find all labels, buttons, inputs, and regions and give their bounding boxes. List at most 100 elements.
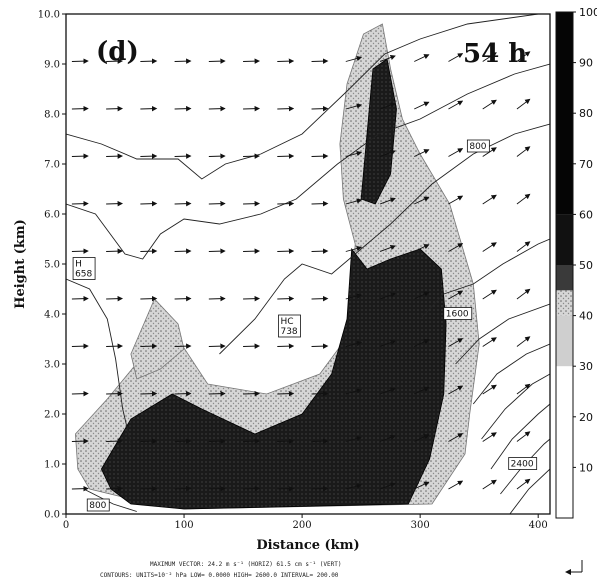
wind-vector-arrow <box>311 485 329 492</box>
wind-vector-arrow <box>71 105 89 112</box>
wind-vector-arrow <box>414 196 430 205</box>
contour-line <box>83 488 137 512</box>
wind-vector-arrow <box>174 390 192 397</box>
wind-vector-arrow <box>516 288 531 300</box>
colorbar-segment <box>556 366 573 518</box>
wind-vectors <box>71 51 531 492</box>
wind-vector-arrow <box>516 98 531 110</box>
contour-label-box <box>508 457 538 470</box>
wind-vector-arrow <box>345 103 363 110</box>
wind-vector-arrow <box>448 290 464 300</box>
contour-line <box>66 14 539 180</box>
wind-vector-arrow <box>311 153 329 159</box>
wind-vector-arrow <box>140 295 158 302</box>
wind-vector-arrow <box>106 343 123 349</box>
y-tick-label: 6.0 <box>44 210 60 221</box>
y-axis-label: Height (km) <box>13 219 28 309</box>
wind-vector-arrow <box>71 343 89 349</box>
wind-vector-arrow <box>516 383 531 395</box>
wind-vector-arrow <box>311 343 329 349</box>
wind-vector-arrow <box>414 434 430 442</box>
wind-vector-arrow <box>106 153 123 159</box>
colorbar-segment <box>556 315 573 367</box>
y-tick-label: 4.0 <box>44 310 60 321</box>
contour-label-box <box>466 139 490 153</box>
contour-label-box <box>86 498 110 512</box>
wind-vector-arrow <box>345 435 363 442</box>
y-tick-label: 7.0 <box>44 160 60 171</box>
wind-vector-arrow <box>208 58 226 64</box>
colorbar-tick-label: 50 <box>579 259 593 272</box>
colorbar-segment <box>556 265 573 291</box>
contour-label: HC <box>280 317 293 327</box>
wind-vector-arrow <box>516 146 531 157</box>
contour-line <box>66 63 550 260</box>
time-label: 54 h <box>463 39 527 69</box>
wind-vector-arrow <box>71 438 89 444</box>
wind-vector-arrow <box>311 105 329 112</box>
y-tick-label: 9.0 <box>44 60 60 71</box>
wind-vector-arrow <box>414 149 430 157</box>
wind-vector-arrow <box>106 200 123 207</box>
wind-vector-arrow <box>345 198 363 205</box>
wind-vector-arrow <box>71 58 89 64</box>
wind-vector-arrow <box>106 485 123 492</box>
wind-vector-arrow <box>414 54 430 62</box>
y-tick-label: 8.0 <box>44 110 60 121</box>
wind-vector-arrow <box>379 292 396 300</box>
wind-vector-arrow <box>106 295 123 302</box>
wind-vector-arrow <box>379 244 396 252</box>
wind-vector-arrow <box>243 200 260 207</box>
wind-vector-arrow <box>243 438 260 444</box>
wind-vector-arrow <box>277 58 295 64</box>
wind-vector-arrow <box>482 479 497 490</box>
colorbar-tick-label: 10 <box>579 461 593 474</box>
wind-vector-arrow <box>448 195 464 205</box>
wind-vector-arrow <box>345 388 363 395</box>
wind-vector-arrow <box>448 433 464 442</box>
wind-vector-arrow <box>174 248 192 254</box>
wind-vector-arrow <box>140 390 158 397</box>
wind-vector-arrow <box>140 105 158 112</box>
contour-label-box <box>278 314 301 338</box>
contour-line <box>500 438 550 495</box>
x-tick-label: 200 <box>293 520 312 531</box>
wind-vector-arrow <box>516 431 531 442</box>
x-tick-label: 0 <box>63 520 69 531</box>
wind-vector-arrow <box>448 53 464 62</box>
wind-vector-arrow <box>208 438 226 444</box>
wind-vector-arrow <box>208 200 226 207</box>
wind-vector-arrow <box>379 482 396 490</box>
wind-vector-arrow <box>174 105 192 112</box>
wind-vector-arrow <box>379 387 396 395</box>
y-tick-label: 5.0 <box>44 260 60 271</box>
contour-label-box <box>72 257 96 280</box>
contour-line <box>472 343 550 405</box>
wind-vector-arrow <box>106 248 123 254</box>
wind-vector-arrow <box>243 343 260 349</box>
colorbar-tick-label: 80 <box>579 107 593 120</box>
wind-vector-arrow <box>140 343 158 349</box>
wind-vector-arrow <box>243 390 260 397</box>
wind-vector-arrow <box>208 248 226 254</box>
shaded-regions <box>74 23 480 510</box>
wind-vector-arrow <box>243 58 260 64</box>
colorbar-segment <box>556 12 573 215</box>
x-tick-label: 300 <box>411 520 430 531</box>
wind-vector-arrow <box>414 244 430 252</box>
colorbar-tick-label: 90 <box>579 57 593 70</box>
wind-vector-arrow <box>243 153 260 159</box>
wind-vector-arrow <box>140 485 158 492</box>
wind-vector-arrow <box>174 200 192 207</box>
contour-line <box>509 468 550 514</box>
wind-vector-arrow <box>208 105 226 112</box>
wind-vector-arrow <box>140 438 158 444</box>
x-axis-label: Distance (km) <box>256 538 359 553</box>
colorbar-tick-label: 100 <box>579 6 597 19</box>
wind-vector-arrow <box>71 390 89 397</box>
wind-vector-arrow <box>311 438 329 444</box>
contour-label: 658 <box>75 270 92 280</box>
contour-label: 738 <box>280 327 297 337</box>
contours-note: CONTOURS: UNITS=10⁻² hPa LOW= 0.0000 HIG… <box>100 572 339 579</box>
